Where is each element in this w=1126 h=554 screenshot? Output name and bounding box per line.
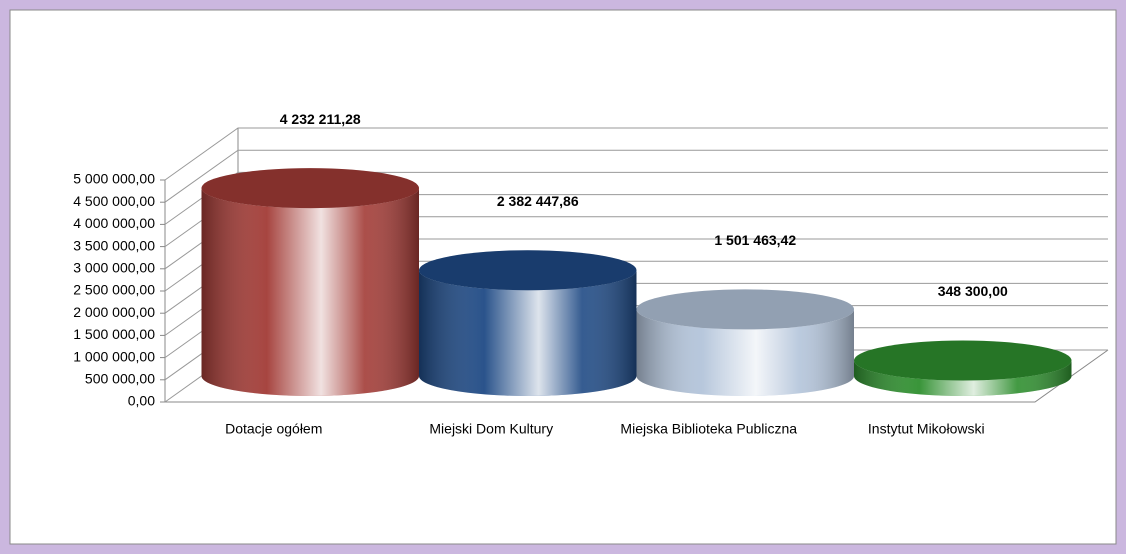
cylinder-top: [201, 168, 419, 209]
value-label: 1 501 463,42: [714, 232, 796, 248]
x-tick-label: Miejska Biblioteka Publiczna: [620, 421, 797, 437]
y-tick-label: 4 500 000,00: [73, 193, 155, 209]
grid-line: [164, 171, 1108, 225]
cylinder-top: [636, 289, 854, 330]
y-tick-label: 4 000 000,00: [73, 215, 155, 231]
x-tick-label: Dotacje ogółem: [225, 421, 322, 437]
cylinder-shine: [854, 360, 1072, 397]
y-tick-label: 0,00: [128, 393, 155, 409]
x-tick-label: Miejski Dom Kultury: [429, 421, 553, 437]
y-tick-label: 500 000,00: [85, 371, 155, 387]
floor-edge: [165, 349, 1109, 403]
cylinder-top-shade: [419, 250, 637, 291]
cylinder-top-shade: [201, 168, 419, 209]
cylinder-top-shade: [636, 289, 854, 330]
value-label: 2 382 447,86: [497, 193, 579, 209]
y-tick-label: 1 000 000,00: [73, 348, 155, 364]
cylinder-top: [854, 340, 1072, 381]
grid-line: [164, 149, 1108, 203]
y-tick-label: 1 500 000,00: [73, 326, 155, 342]
value-label: 348 300,00: [938, 283, 1008, 299]
cylinder-shine: [201, 188, 419, 397]
y-tick-label: 2 500 000,00: [73, 282, 155, 298]
cylinder-shine: [419, 270, 637, 396]
grid-line: [164, 127, 1108, 181]
cylinder-top: [419, 250, 637, 291]
y-tick-label: 5 000 000,00: [73, 171, 155, 187]
y-tick-label: 3 500 000,00: [73, 237, 155, 253]
value-label: 4 232 211,28: [280, 111, 361, 127]
y-tick-label: 3 000 000,00: [73, 260, 155, 276]
cylinder-top-shade: [854, 340, 1072, 381]
y-tick-label: 2 000 000,00: [73, 304, 155, 320]
cylinder-shine: [636, 309, 854, 397]
x-tick-label: Instytut Mikołowski: [868, 421, 985, 437]
